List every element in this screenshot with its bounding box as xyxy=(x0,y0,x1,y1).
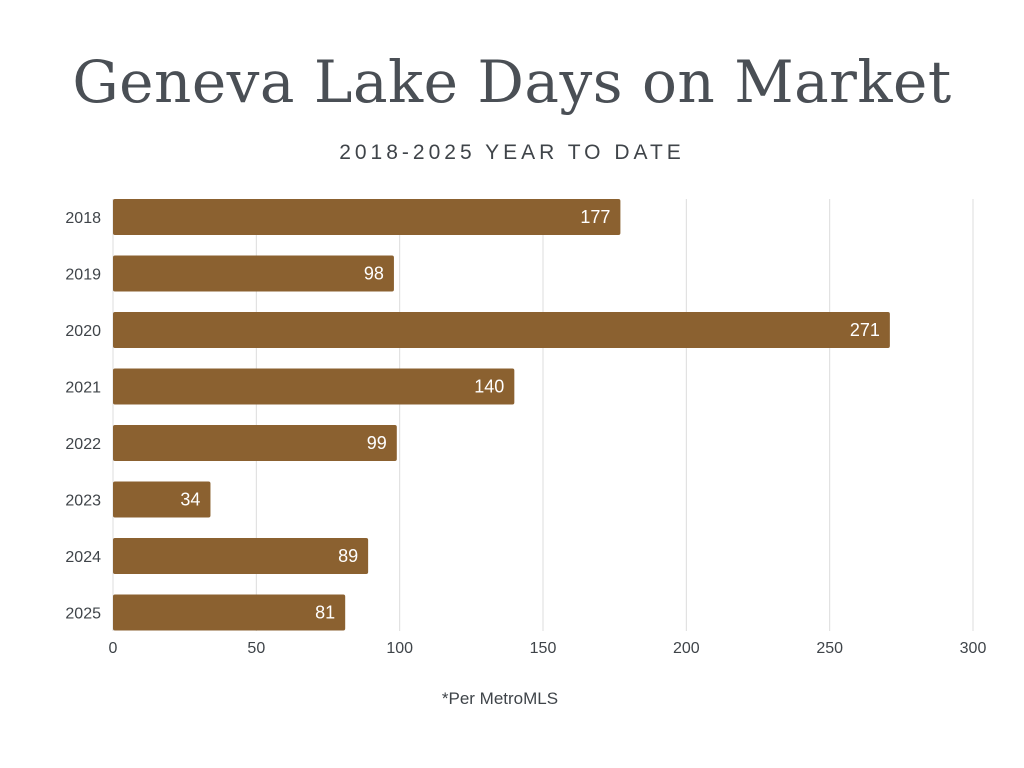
x-tick-label: 0 xyxy=(109,640,118,657)
bar-data-label: 177 xyxy=(580,207,610,227)
y-tick-label: 2025 xyxy=(65,606,101,623)
bar xyxy=(113,481,211,518)
bar xyxy=(113,538,369,574)
bar-data-label: 99 xyxy=(367,433,387,453)
bar-data-label: 89 xyxy=(338,546,358,566)
bar xyxy=(113,368,515,405)
bar xyxy=(113,312,890,348)
x-tick-label: 100 xyxy=(386,640,413,657)
y-tick-label: 2022 xyxy=(65,436,101,453)
x-tick-label: 150 xyxy=(530,640,557,657)
bar xyxy=(113,594,346,631)
x-tick-label: 50 xyxy=(247,640,265,657)
y-tick-label: 2019 xyxy=(65,267,101,284)
chart-subtitle: 2018-2025 YEAR TO DATE xyxy=(339,141,685,164)
bar-data-label: 34 xyxy=(180,490,200,510)
x-tick-label: 300 xyxy=(960,640,987,657)
bar-data-label: 98 xyxy=(364,264,384,284)
y-tick-label: 2024 xyxy=(65,549,101,566)
bar-data-label: 81 xyxy=(315,603,335,623)
y-tick-label: 2020 xyxy=(65,323,101,340)
bar-data-label: 271 xyxy=(850,320,880,340)
y-tick-label: 2018 xyxy=(65,210,101,227)
bars: 177 98 271 140 99 34 89 81 xyxy=(113,199,890,631)
bar xyxy=(113,425,397,461)
footnote: *Per MetroMLS xyxy=(441,689,559,708)
bar xyxy=(113,255,394,292)
chart-title: Geneva Lake Days on Market xyxy=(72,48,952,116)
y-tick-label: 2021 xyxy=(65,380,101,397)
x-tick-label: 200 xyxy=(673,640,700,657)
bar-data-label: 140 xyxy=(474,377,504,397)
x-axis-tick-labels: 0 50 100 150 200 250 300 xyxy=(109,640,987,657)
x-tick-label: 250 xyxy=(816,640,843,657)
y-axis-tick-labels: 2018 2019 2020 2021 2022 2023 2024 2025 xyxy=(65,210,101,623)
bar xyxy=(113,199,621,235)
y-tick-label: 2023 xyxy=(65,493,101,510)
